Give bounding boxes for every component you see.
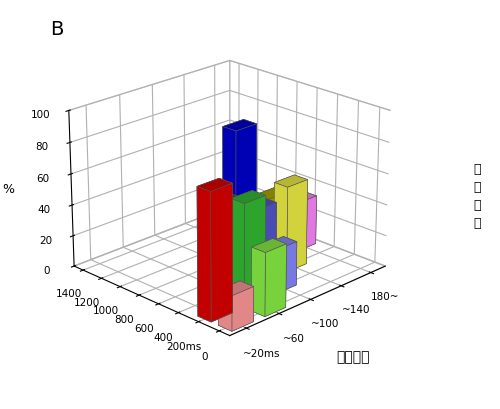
Text: B: B — [50, 20, 64, 39]
Text: 移
動
時
間: 移 動 時 間 — [474, 163, 481, 230]
X-axis label: 反応時間: 反応時間 — [336, 350, 370, 364]
